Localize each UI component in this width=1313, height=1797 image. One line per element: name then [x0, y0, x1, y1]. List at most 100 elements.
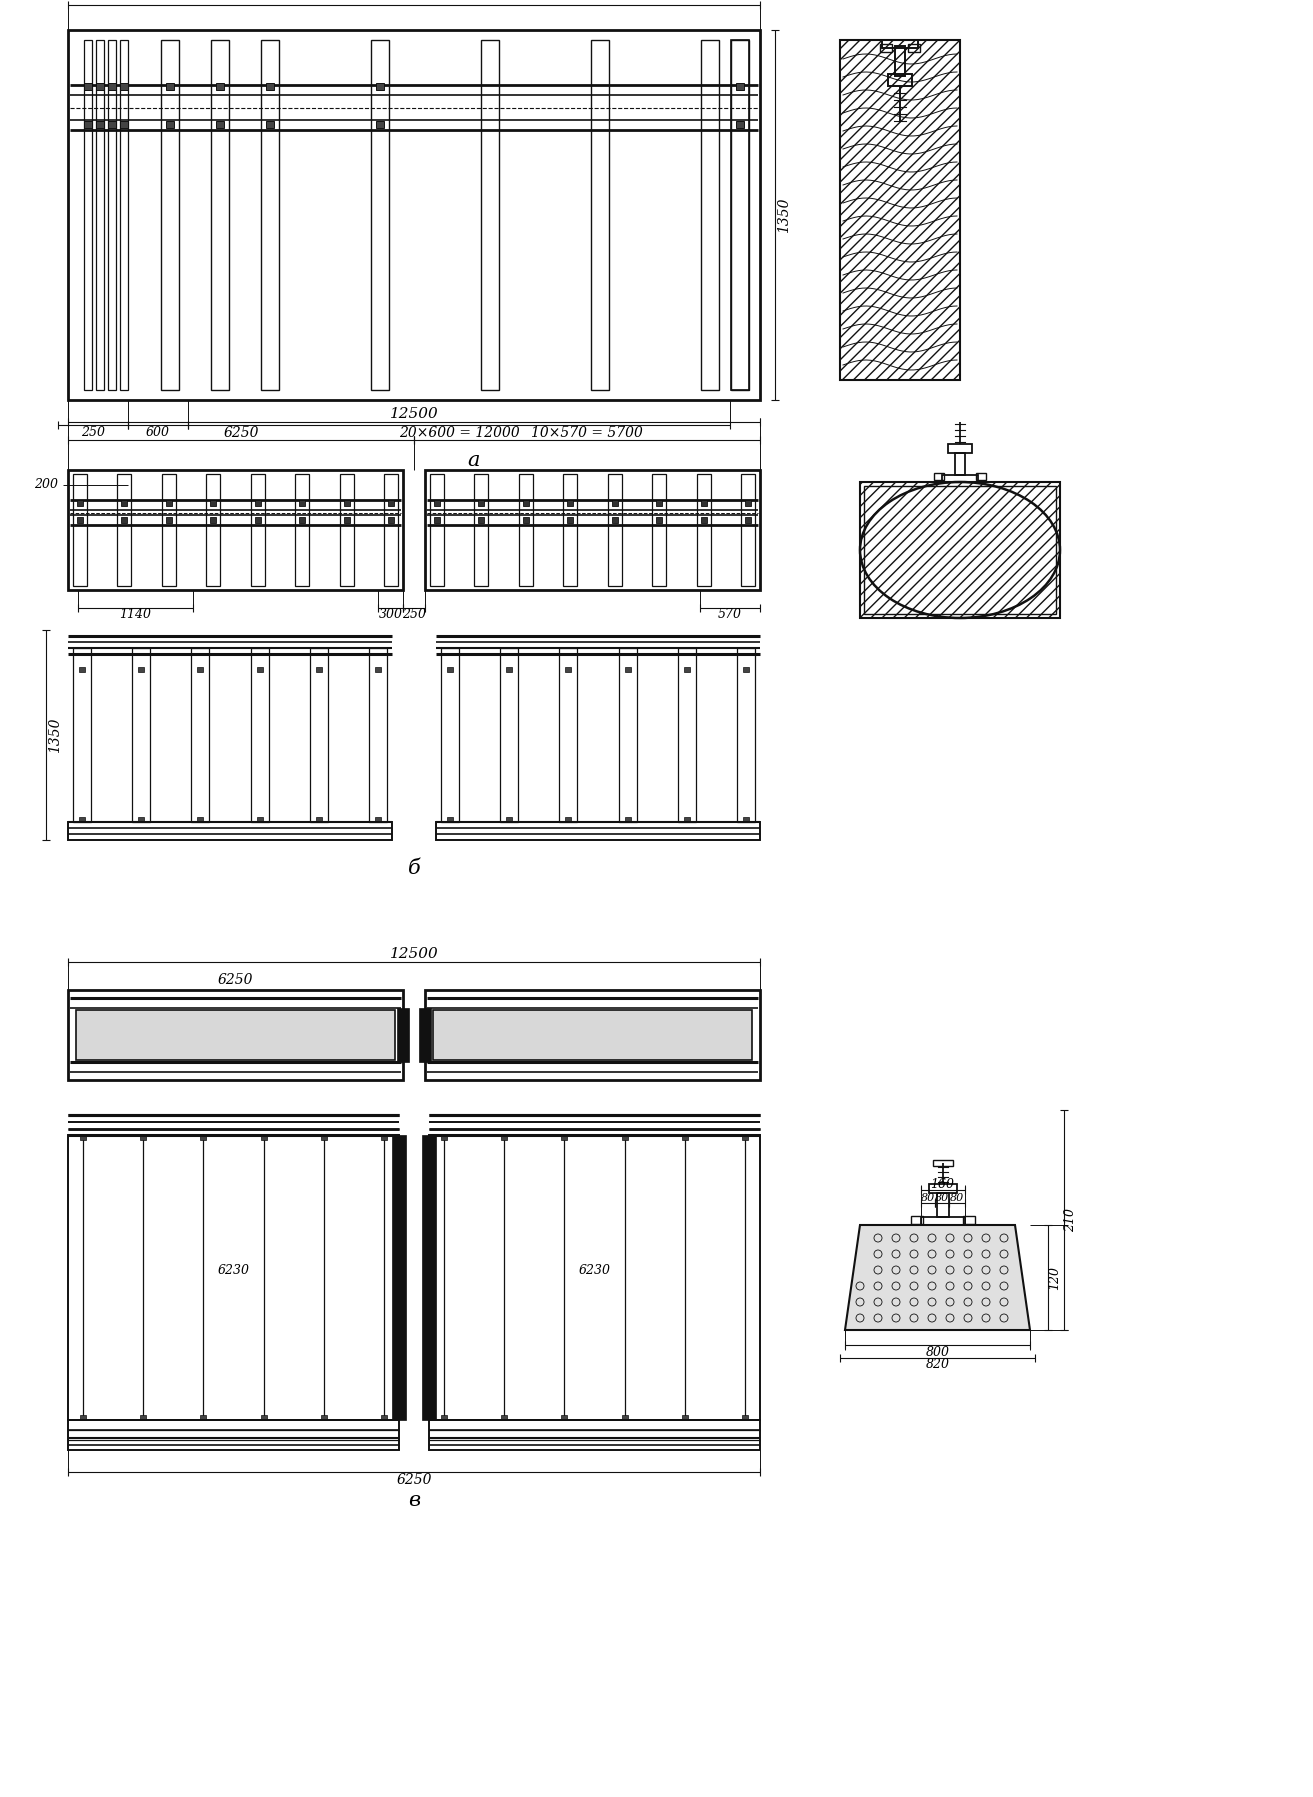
Bar — [941, 474, 978, 482]
Bar — [625, 818, 630, 821]
Bar — [681, 1136, 688, 1139]
Bar — [165, 500, 172, 507]
Bar — [299, 500, 305, 507]
Bar — [119, 120, 127, 128]
Bar — [255, 518, 261, 523]
Bar — [502, 1136, 507, 1139]
Bar — [612, 500, 617, 507]
Bar — [684, 667, 689, 672]
Bar — [96, 40, 104, 390]
Bar — [165, 120, 175, 128]
Bar — [429, 1420, 760, 1450]
Text: 6250: 6250 — [397, 1474, 432, 1486]
Bar — [251, 474, 265, 586]
Bar — [737, 83, 744, 90]
Bar — [481, 40, 499, 390]
Bar — [68, 821, 393, 839]
Bar — [741, 474, 755, 586]
Bar — [743, 818, 748, 821]
Bar — [681, 1414, 688, 1420]
Bar — [119, 83, 127, 90]
Text: 80: 80 — [935, 1193, 948, 1202]
Text: 600: 600 — [146, 426, 169, 440]
Bar — [84, 83, 92, 90]
Bar — [421, 1136, 436, 1420]
Bar — [117, 474, 131, 586]
Bar — [381, 1136, 387, 1139]
Bar — [255, 500, 261, 507]
Bar — [217, 83, 225, 90]
Bar — [381, 1414, 387, 1420]
Bar — [344, 518, 349, 523]
Text: 12500: 12500 — [390, 406, 439, 420]
Bar — [474, 474, 488, 586]
Bar — [656, 518, 662, 523]
Bar — [140, 1136, 146, 1139]
Bar — [731, 40, 748, 390]
Bar — [77, 500, 83, 507]
Bar — [376, 120, 383, 128]
Bar — [316, 667, 322, 672]
Bar — [608, 474, 622, 586]
Text: 820: 820 — [926, 1357, 949, 1371]
Bar — [910, 1217, 923, 1224]
Bar — [860, 482, 1060, 618]
Bar — [653, 474, 666, 586]
Bar — [502, 1414, 507, 1420]
Bar — [74, 474, 87, 586]
Bar — [562, 1136, 567, 1139]
Bar — [267, 83, 274, 90]
Bar — [697, 474, 710, 586]
Bar — [441, 649, 460, 821]
Bar — [441, 1414, 446, 1420]
Bar — [888, 74, 913, 86]
Bar — [478, 500, 484, 507]
Bar — [79, 818, 85, 821]
Bar — [563, 474, 578, 586]
Bar — [612, 518, 617, 523]
Bar — [372, 40, 389, 390]
Bar — [260, 1414, 267, 1420]
Bar — [310, 649, 328, 821]
Text: 6250: 6250 — [218, 972, 253, 987]
Bar — [121, 518, 127, 523]
Bar — [500, 649, 519, 821]
Bar — [389, 500, 394, 507]
Bar — [567, 518, 574, 523]
Text: 6230: 6230 — [579, 1263, 611, 1276]
Bar — [678, 649, 696, 821]
Bar — [934, 473, 944, 480]
Bar — [383, 474, 398, 586]
Bar — [621, 1136, 628, 1139]
Text: 210: 210 — [1065, 1208, 1078, 1233]
Bar — [737, 120, 744, 128]
Text: 250: 250 — [81, 426, 105, 440]
Bar — [261, 40, 278, 390]
Bar — [435, 518, 440, 523]
Bar — [108, 83, 116, 90]
Text: 12500: 12500 — [390, 947, 439, 961]
Bar — [161, 40, 179, 390]
Bar — [210, 518, 217, 523]
Bar — [201, 1414, 206, 1420]
Bar — [68, 471, 403, 589]
Text: 1140: 1140 — [119, 609, 151, 622]
Bar — [429, 1136, 760, 1420]
Bar — [389, 518, 394, 523]
Bar — [936, 1193, 948, 1217]
Bar — [68, 1420, 399, 1450]
Bar — [744, 500, 751, 507]
Bar — [656, 500, 662, 507]
Bar — [369, 649, 387, 821]
Bar — [591, 40, 609, 390]
Bar — [84, 40, 92, 390]
Bar — [80, 1136, 85, 1139]
Bar — [96, 120, 104, 128]
Bar — [433, 1010, 752, 1060]
Bar — [74, 649, 91, 821]
Bar — [376, 667, 381, 672]
Bar — [478, 518, 484, 523]
Bar — [955, 453, 965, 474]
Bar — [210, 500, 217, 507]
Bar — [436, 821, 760, 839]
